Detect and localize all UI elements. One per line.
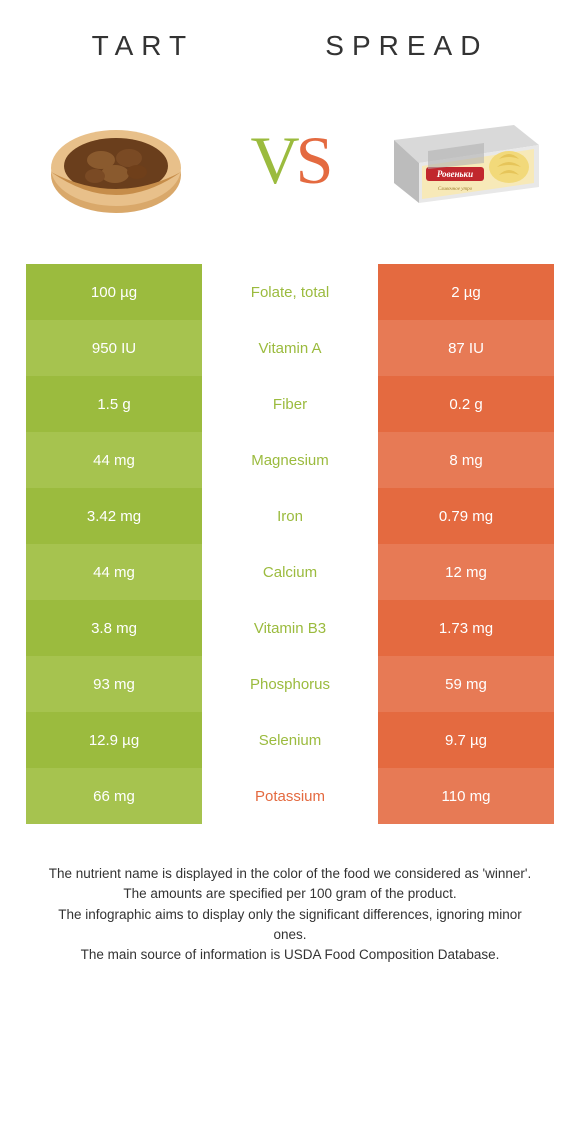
spread-brand-text: Ровеньки <box>437 169 473 179</box>
header-row: TART SPREAD <box>26 30 554 62</box>
table-row: 44 mgMagnesium8 mg <box>26 432 554 488</box>
table-row: 66 mgPotassium110 mg <box>26 768 554 824</box>
nutrient-label: Magnesium <box>202 432 378 488</box>
vs-v: V <box>251 122 296 198</box>
footnote-line: The infographic aims to display only the… <box>46 905 534 946</box>
left-value: 44 mg <box>26 432 202 488</box>
left-food-title: TART <box>92 30 195 62</box>
vs-label: VS <box>251 121 330 200</box>
tart-image <box>36 90 196 230</box>
nutrient-label: Calcium <box>202 544 378 600</box>
table-row: 3.42 mgIron0.79 mg <box>26 488 554 544</box>
right-value: 2 µg <box>378 264 554 320</box>
table-row: 100 µgFolate, total2 µg <box>26 264 554 320</box>
right-value: 8 mg <box>378 432 554 488</box>
left-value: 1.5 g <box>26 376 202 432</box>
left-value: 44 mg <box>26 544 202 600</box>
table-row: 44 mgCalcium12 mg <box>26 544 554 600</box>
right-value: 1.73 mg <box>378 600 554 656</box>
nutrient-label: Vitamin A <box>202 320 378 376</box>
nutrient-label: Selenium <box>202 712 378 768</box>
vs-s: S <box>296 122 330 198</box>
table-row: 1.5 gFiber0.2 g <box>26 376 554 432</box>
left-value: 66 mg <box>26 768 202 824</box>
right-value: 59 mg <box>378 656 554 712</box>
table-row: 950 IUVitamin A87 IU <box>26 320 554 376</box>
left-value: 3.42 mg <box>26 488 202 544</box>
nutrient-table: 100 µgFolate, total2 µg950 IUVitamin A87… <box>26 264 554 824</box>
svg-text:Сливочное утро: Сливочное утро <box>438 187 473 192</box>
right-value: 0.79 mg <box>378 488 554 544</box>
right-food-title: SPREAD <box>325 30 488 62</box>
nutrient-label: Iron <box>202 488 378 544</box>
nutrient-label: Fiber <box>202 376 378 432</box>
spread-image: Ровеньки Сливочное утро <box>384 90 544 230</box>
table-row: 3.8 mgVitamin B31.73 mg <box>26 600 554 656</box>
table-row: 12.9 µgSelenium9.7 µg <box>26 712 554 768</box>
left-value: 93 mg <box>26 656 202 712</box>
footnotes: The nutrient name is displayed in the co… <box>26 864 554 965</box>
nutrient-label: Vitamin B3 <box>202 600 378 656</box>
right-value: 110 mg <box>378 768 554 824</box>
footnote-line: The amounts are specified per 100 gram o… <box>46 884 534 904</box>
footnote-line: The main source of information is USDA F… <box>46 945 534 965</box>
images-row: VS Ровеньки Сливочное утро <box>26 80 554 240</box>
nutrient-label: Phosphorus <box>202 656 378 712</box>
nutrient-label: Folate, total <box>202 264 378 320</box>
right-value: 9.7 µg <box>378 712 554 768</box>
footnote-line: The nutrient name is displayed in the co… <box>46 864 534 884</box>
right-value: 87 IU <box>378 320 554 376</box>
right-value: 12 mg <box>378 544 554 600</box>
left-value: 12.9 µg <box>26 712 202 768</box>
right-value: 0.2 g <box>378 376 554 432</box>
left-value: 100 µg <box>26 264 202 320</box>
nutrient-label: Potassium <box>202 768 378 824</box>
left-value: 3.8 mg <box>26 600 202 656</box>
table-row: 93 mgPhosphorus59 mg <box>26 656 554 712</box>
left-value: 950 IU <box>26 320 202 376</box>
